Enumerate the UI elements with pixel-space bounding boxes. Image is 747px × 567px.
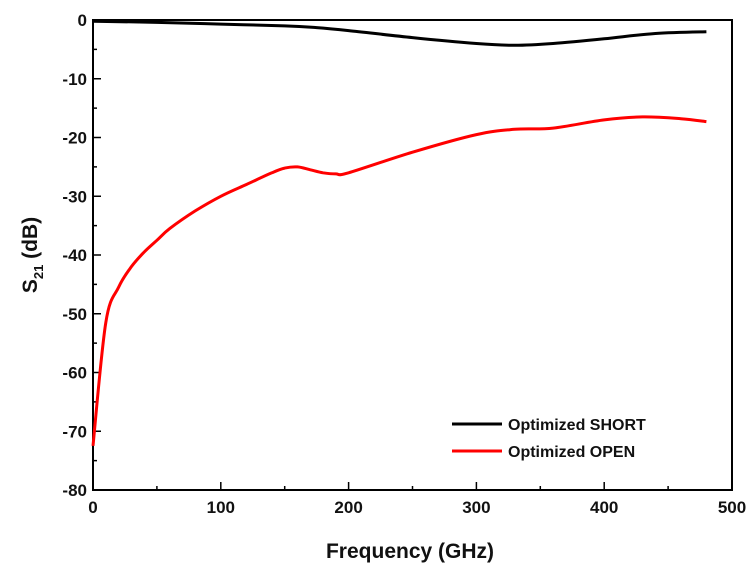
series-line-short [92,19,707,47]
x-tick-label: 200 [334,498,362,517]
y-tick-label: -10 [62,70,87,89]
x-tick-label: 500 [718,498,746,517]
axes [92,19,733,491]
legend-label-short: Optimized SHORT [508,417,646,434]
x-tick-label: 0 [88,498,97,517]
x-tick-label: 100 [207,498,235,517]
legend-label-open: Optimized OPEN [508,444,635,461]
y-tick-label: 0 [78,11,87,30]
series-lines [91,19,707,447]
y-tick-label: -50 [62,305,87,324]
y-axis-title-base: S [19,279,42,293]
x-tick-label: 400 [590,498,618,517]
y-axis-title: S21 (dB) [19,217,46,293]
y-tick-label: -80 [62,481,87,500]
y-tick-label: -60 [62,364,87,383]
legend: Optimized SHORT Optimized OPEN [452,417,646,461]
y-axis-title-unit: (dB) [19,217,42,265]
y-tick-label: -30 [62,187,87,206]
y-axis-title-subscript: 21 [31,265,46,279]
x-tick-label: 300 [462,498,490,517]
series-line-open [91,115,707,447]
x-axis-title: Frequency (GHz) [326,540,494,563]
y-tick-label: -20 [62,129,87,148]
y-tick-label: -70 [62,422,87,441]
y-tick-label: -40 [62,246,87,265]
tick-labels: 0 100 200 300 400 500 0 -10 -20 -30 -40 -50 -60 -70 -8… [62,11,746,517]
